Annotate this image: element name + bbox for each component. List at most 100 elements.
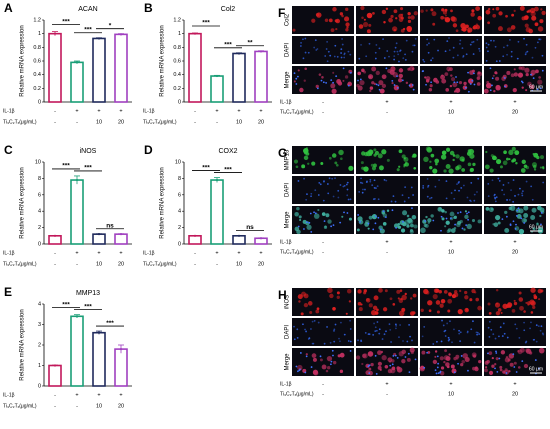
cell — [394, 323, 397, 326]
cell — [523, 37, 525, 40]
cell — [434, 350, 438, 353]
nucleus — [467, 369, 469, 372]
cell — [524, 15, 529, 20]
cell — [460, 362, 464, 367]
x-row-value: - — [322, 109, 324, 115]
cell — [475, 23, 479, 27]
cell — [356, 83, 360, 88]
y-tick-label: 0.8 — [33, 45, 41, 51]
cell — [452, 23, 458, 28]
bar — [48, 235, 62, 245]
cell — [305, 353, 308, 356]
cell — [535, 69, 539, 74]
cell — [455, 154, 460, 159]
cell — [327, 366, 331, 370]
cell — [404, 161, 408, 165]
cell — [361, 151, 366, 156]
x-row-value: 10 — [448, 391, 454, 397]
cell — [301, 164, 306, 169]
cell — [412, 44, 415, 47]
cell — [383, 333, 386, 336]
cell — [317, 208, 320, 212]
cell — [338, 149, 344, 156]
nucleus — [408, 371, 411, 374]
x-row-value: 10 — [236, 261, 242, 267]
cell — [525, 301, 528, 304]
cell — [327, 50, 330, 53]
cell — [446, 229, 451, 234]
significance-label: *** — [202, 20, 210, 27]
nucleus — [494, 367, 496, 370]
data-point — [215, 178, 219, 182]
nucleus — [467, 71, 469, 74]
nucleus — [504, 85, 506, 88]
cell — [399, 289, 403, 292]
row-label: Col2 — [285, 13, 291, 26]
cell — [398, 336, 400, 338]
cell — [477, 15, 482, 21]
cell — [349, 319, 351, 322]
nucleus — [382, 210, 385, 213]
cell — [381, 149, 387, 155]
cell — [347, 198, 350, 201]
cell — [458, 329, 460, 332]
cell — [370, 362, 374, 367]
row-label: Merge — [285, 211, 291, 229]
panel-letter: E — [4, 285, 12, 299]
cell — [332, 7, 337, 12]
cell — [530, 7, 536, 14]
nucleus — [396, 356, 399, 359]
bar — [114, 348, 128, 387]
x-row-label: Ti₃C₂Tₓ(μg/mL) — [3, 261, 37, 267]
cell — [523, 213, 529, 218]
cell — [298, 300, 301, 303]
cell — [375, 187, 377, 190]
cell — [494, 45, 497, 48]
cell — [348, 300, 352, 303]
cell — [386, 158, 390, 162]
cell — [445, 88, 450, 92]
cell — [449, 150, 455, 156]
micrograph — [420, 348, 482, 376]
cell — [464, 214, 469, 220]
cell — [432, 293, 438, 300]
significance-label: ns — [106, 222, 114, 229]
cell — [360, 340, 363, 343]
cell — [385, 179, 388, 182]
cell — [399, 220, 405, 226]
cell — [382, 222, 387, 226]
cell — [488, 7, 491, 11]
cell — [422, 184, 425, 187]
cell — [349, 340, 352, 343]
cell — [347, 340, 350, 342]
cell — [474, 291, 477, 294]
cell — [363, 291, 367, 295]
cell — [421, 350, 426, 355]
cell — [518, 337, 521, 339]
cell — [390, 367, 396, 374]
cell — [524, 341, 527, 344]
cell — [374, 57, 377, 60]
cell — [300, 312, 304, 316]
nucleus — [432, 219, 435, 222]
cell — [530, 321, 532, 324]
nucleus — [332, 354, 334, 357]
cell — [389, 360, 392, 363]
cell — [539, 329, 542, 332]
x-row-value: 10 — [96, 119, 102, 125]
cell — [339, 352, 345, 358]
cell — [463, 81, 467, 86]
cell — [521, 16, 526, 21]
cell — [358, 191, 361, 193]
cell — [492, 39, 495, 42]
cell — [339, 12, 344, 16]
x-row-value: + — [449, 381, 452, 387]
x-row-value: + — [385, 99, 388, 105]
cell — [445, 356, 451, 362]
cell — [330, 28, 335, 33]
cell — [389, 297, 393, 301]
nucleus — [505, 215, 508, 218]
cell — [465, 53, 468, 56]
significance-label: *** — [62, 18, 70, 25]
cell — [453, 227, 457, 230]
